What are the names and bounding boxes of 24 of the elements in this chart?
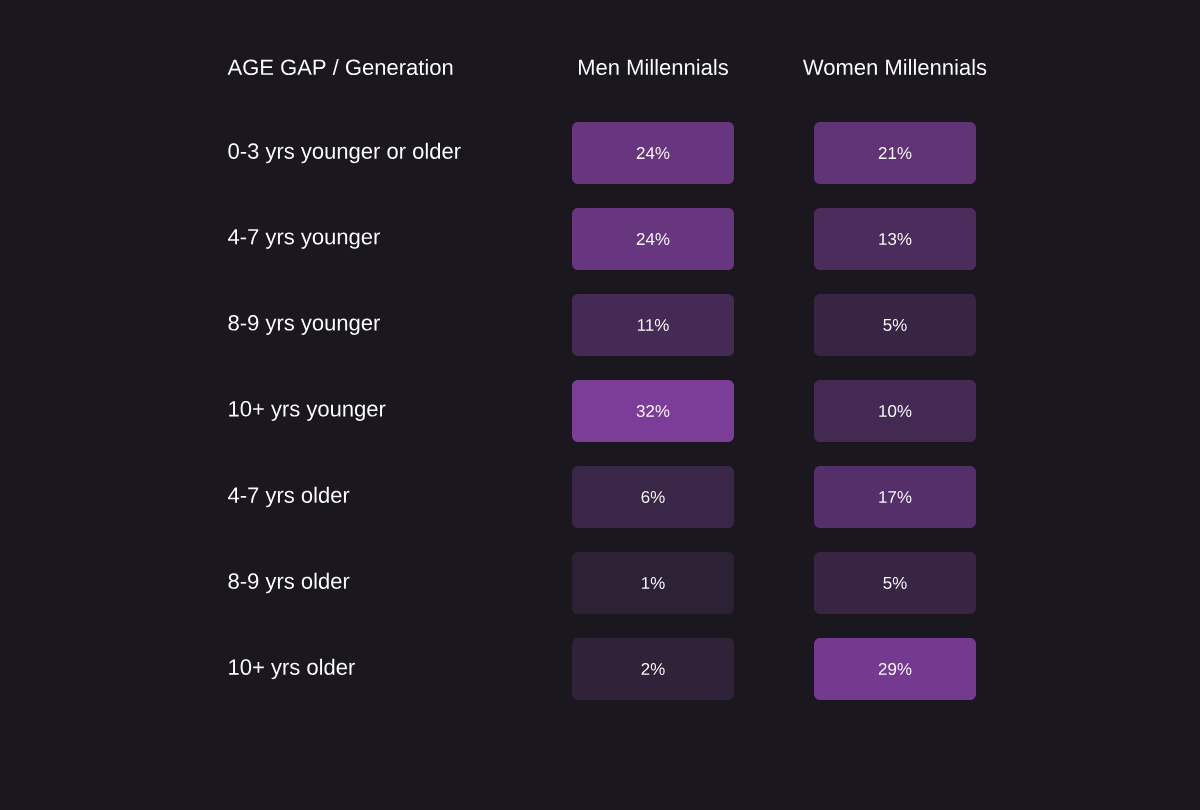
x-tick-label: Men Millennials (579, 58, 728, 76)
data-label: 5% (883, 577, 907, 589)
data-label: 6% (641, 490, 665, 504)
y-tick-label: 0-3 yrs younger or older (228, 142, 461, 164)
y-tick-label: 10+ yrs older (229, 658, 355, 680)
y-tick-label: 10+ yrs younger (229, 401, 386, 421)
data-label: 32% (636, 404, 670, 418)
data-label: 11% (637, 319, 669, 331)
data-label: 29% (878, 662, 912, 676)
data-label: 10% (879, 404, 912, 418)
y-tick-label: 4-7 yrs younger (228, 229, 380, 249)
y-tick-label: 8-9 yrs older (228, 572, 350, 594)
x-tick-label: Women Millennials (802, 58, 987, 76)
data-label: 24% (636, 147, 670, 159)
y-tick-label: 4-7 yrs older (228, 486, 350, 508)
data-label: 17% (879, 491, 912, 503)
y-axis-title: AGE GAP / Generation (227, 58, 453, 76)
y-tick-label: 8-9 yrs younger (228, 315, 380, 335)
data-label: 21% (878, 147, 912, 159)
data-label: 1% (642, 577, 665, 589)
data-label: 13% (879, 232, 912, 246)
data-label: 24% (636, 233, 670, 245)
data-label: 2% (641, 663, 665, 675)
data-label: 5% (883, 319, 907, 331)
